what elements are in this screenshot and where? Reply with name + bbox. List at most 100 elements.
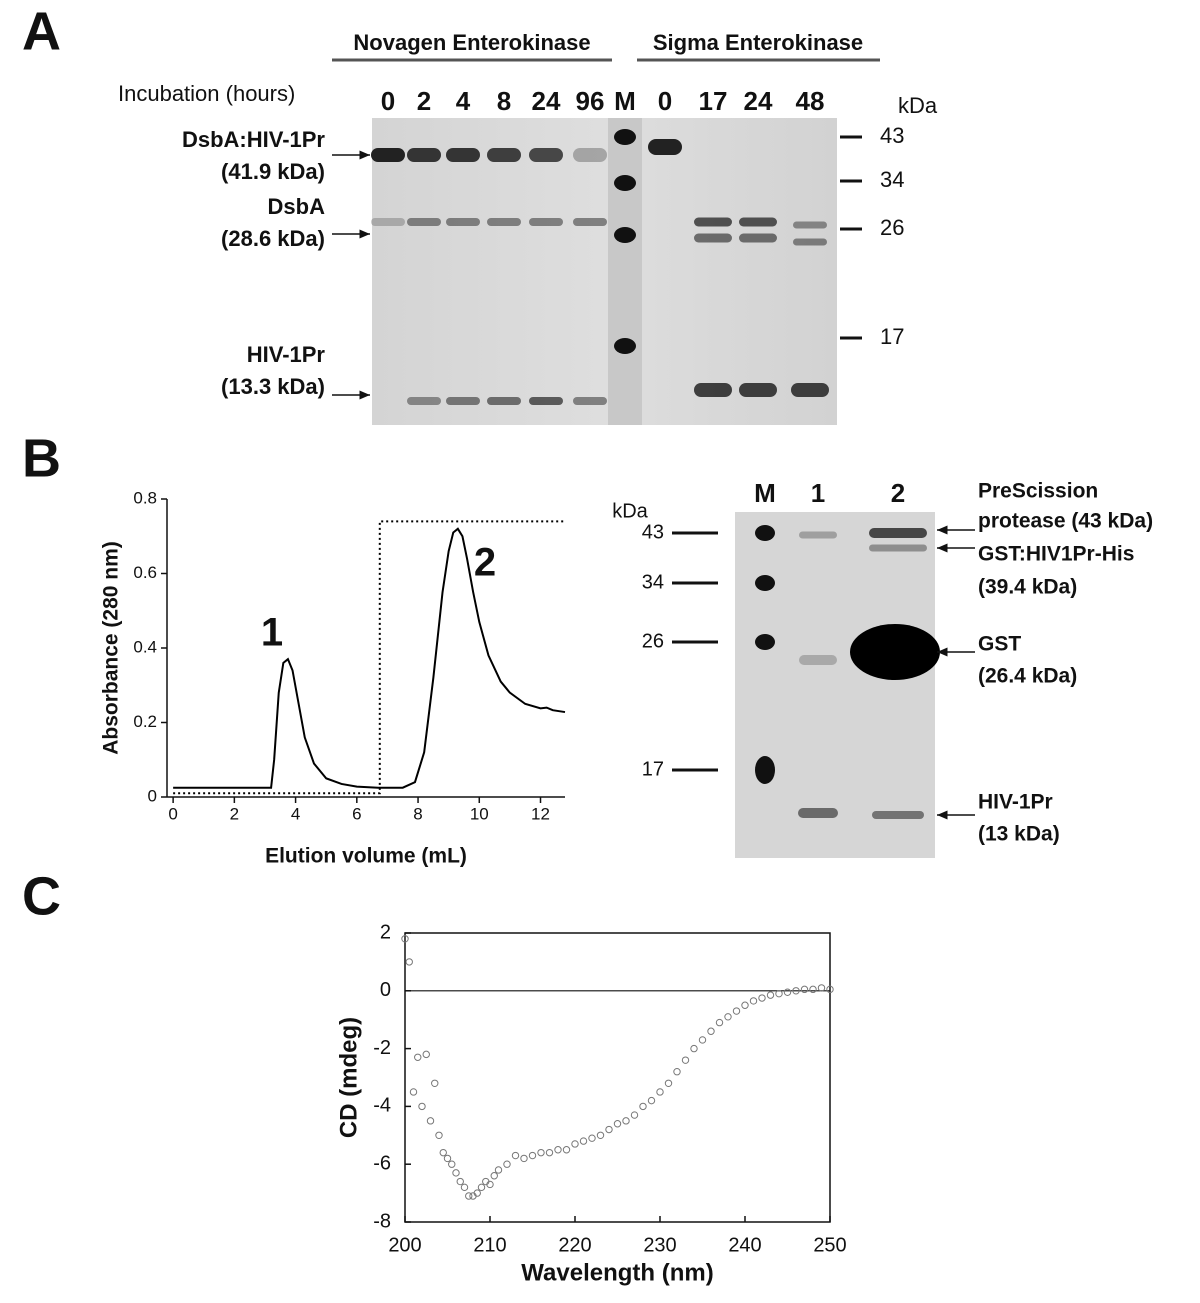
lane-label: 24	[532, 86, 561, 116]
kda-label: kDa	[898, 93, 938, 118]
y-tick-label: -6	[373, 1152, 391, 1174]
lane-label: M	[614, 86, 636, 116]
band-size: (28.6 kDa)	[221, 226, 325, 251]
x-tick-label: 2	[230, 804, 239, 823]
data-point	[537, 1148, 545, 1157]
band-label: (26.4 kDa)	[978, 665, 1077, 688]
gel-band	[529, 148, 563, 162]
data-point	[511, 1151, 520, 1160]
x-tick-label: 230	[643, 1234, 676, 1256]
data-point	[817, 984, 826, 992]
gel-band	[739, 233, 777, 243]
gel-band	[446, 218, 480, 226]
x-tick-label: 10	[470, 804, 489, 823]
gel-band	[694, 383, 732, 397]
gel-band	[487, 218, 521, 226]
y-axis-label: Absorbance (280 nm)	[100, 541, 123, 755]
gel-band	[573, 218, 607, 226]
data-point	[698, 1036, 707, 1044]
data-point	[422, 1050, 430, 1059]
marker-label: 26	[880, 215, 904, 240]
marker-band	[614, 129, 636, 145]
data-point	[639, 1102, 647, 1111]
x-tick-label: 4	[291, 804, 300, 823]
data-point	[426, 1117, 435, 1125]
band-label: protease (43 kDa)	[978, 510, 1153, 533]
lane-label: 2	[891, 478, 905, 508]
data-point	[520, 1154, 528, 1163]
band-label: GST:HIV1Pr-His	[978, 543, 1134, 566]
gel-band	[487, 397, 521, 405]
y-axis-label: CD (mdeg)	[335, 1017, 362, 1138]
data-point	[775, 989, 783, 998]
peak-label: 1	[261, 611, 283, 655]
data-point	[545, 1148, 554, 1157]
incubation-label: Incubation (hours)	[118, 81, 295, 106]
gel-band	[850, 624, 940, 680]
gel-band	[446, 148, 480, 162]
y-tick-label: 0.4	[133, 637, 157, 656]
data-point	[571, 1140, 579, 1148]
y-tick-label: 0	[148, 786, 157, 805]
y-tick-label: 0	[380, 979, 391, 1001]
lane-label: 24	[744, 86, 773, 116]
group-label: Novagen Enterokinase	[353, 30, 590, 55]
x-tick-label: 240	[728, 1234, 761, 1256]
y-tick-label: 0.6	[133, 563, 157, 582]
marker-label: 34	[642, 571, 664, 593]
data-point	[477, 1183, 486, 1192]
data-point	[732, 1007, 741, 1015]
data-point	[681, 1056, 690, 1064]
y-tick-label: -4	[373, 1095, 391, 1117]
y-tick-label: 2	[380, 921, 391, 943]
x-axis-label: Wavelength (nm)	[521, 1259, 713, 1286]
gel-band	[371, 218, 405, 226]
x-tick-label: 6	[352, 804, 361, 823]
band-name: DsbA	[268, 194, 326, 219]
data-point	[630, 1111, 639, 1119]
lane-label: 2	[417, 86, 431, 116]
data-point	[490, 1172, 498, 1180]
data-point	[405, 958, 413, 966]
gel-band	[529, 397, 563, 405]
data-line	[173, 527, 566, 789]
data-point	[554, 1146, 562, 1154]
data-point	[503, 1160, 511, 1168]
gel-band	[573, 148, 607, 162]
marker-band	[614, 175, 636, 191]
gel-band	[694, 233, 732, 243]
data-point	[613, 1120, 622, 1128]
lane-label: 8	[497, 86, 511, 116]
panel-letter: B	[22, 428, 61, 488]
gel-band	[739, 383, 777, 397]
y-tick-label: -2	[373, 1037, 391, 1059]
band-label: HIV-1Pr	[978, 791, 1053, 814]
data-line	[173, 520, 565, 795]
data-point	[622, 1117, 630, 1125]
data-point	[465, 1192, 473, 1200]
data-point	[792, 987, 800, 995]
gel-band	[739, 217, 777, 227]
gel-band	[793, 238, 827, 246]
gel-band	[407, 397, 441, 405]
gel-a: Novagen Enterokinase Sigma Enterokinase …	[118, 30, 938, 425]
data-point	[528, 1151, 537, 1160]
gel-band	[529, 218, 563, 226]
data-point	[758, 994, 766, 1002]
gel-band	[573, 397, 607, 405]
marker-band	[614, 338, 636, 354]
peak-label: 2	[474, 541, 496, 585]
data-point	[724, 1013, 732, 1021]
data-point	[707, 1027, 715, 1035]
gel-b: kDa M 1 2 43 34 26 17 PreScission protease (43 k…	[612, 478, 1153, 858]
gel-band	[869, 528, 927, 538]
gel-band	[694, 217, 732, 227]
marker-label: 43	[642, 521, 664, 543]
data-point	[473, 1189, 481, 1197]
lane-label: 48	[796, 86, 825, 116]
panel-letter: A	[22, 1, 61, 61]
band-size: (41.9 kDa)	[221, 159, 325, 184]
data-point	[435, 1131, 443, 1140]
